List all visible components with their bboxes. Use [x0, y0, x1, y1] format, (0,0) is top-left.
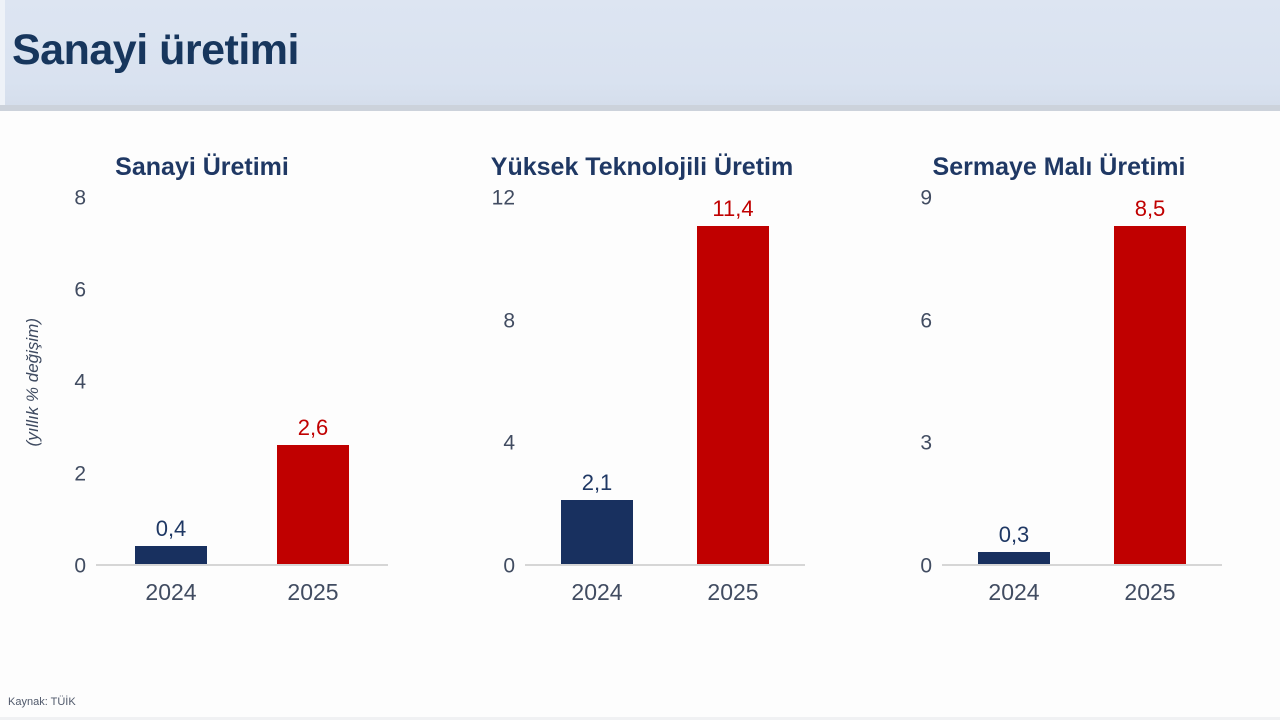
chart-title: Sermaye Malı Üretimi: [932, 153, 1186, 181]
y-tick-label: 8: [74, 186, 86, 210]
bar-value-label: 11,4: [712, 196, 754, 221]
x-axis: 2024 2025: [525, 579, 805, 606]
y-tick-label: 0: [920, 554, 932, 578]
x-tick-label: 2024: [988, 579, 1040, 605]
x-tick-label: 2024: [571, 579, 623, 605]
y-tick-label: 12: [491, 186, 515, 210]
y-tick-label: 6: [920, 309, 932, 333]
source-note: Kaynak: TÜİK: [8, 696, 76, 708]
y-axis: 0 2 4 6 8: [50, 188, 96, 577]
x-tick-label: 2024: [145, 579, 197, 605]
chart-yuksek-teknolojili-uretim: Yüksek Teknolojili Üretim 0 4 8 12 2,1 11,4 …: [479, 153, 805, 606]
chart-title: Yüksek Teknolojili Üretim: [490, 153, 794, 181]
bar-2024: [135, 545, 207, 564]
plot-area: 0,3 8,5 2024 2025: [942, 198, 1222, 606]
chart-body: 0 4 8 12 2,1 11,4 2024 2025: [479, 188, 805, 606]
bar-2025: [277, 445, 349, 564]
chart-sanayi-uretimi: Sanayi Üretimi (yıllık % değişim) 0 2 4 6 8 …: [16, 153, 388, 606]
y-tick-label: 6: [74, 278, 86, 302]
bar-2024: [561, 499, 633, 564]
bar-column: 8,5: [1082, 198, 1218, 564]
x-axis: 2024 2025: [96, 579, 388, 606]
bar-value-label: 2,1: [581, 469, 613, 495]
y-tick-label: 8: [503, 309, 515, 333]
plot-area: 0,4 2,6 2024 2025: [96, 198, 388, 606]
x-axis: 2024 2025: [942, 579, 1222, 606]
bars-area: 0,4 2,6: [96, 198, 388, 566]
y-tick-label: 3: [920, 431, 932, 455]
plot-area: 2,1 11,4 2024 2025: [525, 198, 805, 606]
x-tick-label: 2025: [287, 579, 339, 605]
y-tick-label: 4: [74, 370, 86, 394]
bar-column: 2,1: [529, 198, 665, 564]
charts-row: Sanayi Üretimi (yıllık % değişim) 0 2 4 6 8 …: [0, 111, 1280, 606]
y-tick-label: 4: [503, 431, 515, 455]
chart-body: (yıllık % değişim) 0 2 4 6 8 0,4 2,6 2024 2025: [16, 188, 388, 606]
page-header: Sanayi üretimi: [0, 0, 1280, 111]
bar-2024: [978, 551, 1050, 564]
bar-column: 2,6: [242, 198, 384, 564]
x-tick-label: 2025: [707, 579, 759, 605]
x-tick-label: 2025: [1124, 579, 1176, 605]
chart-body: 0 3 6 9 0,3 8,5 2024 2025: [896, 188, 1222, 606]
y-axis: 0 4 8 12: [479, 188, 525, 577]
y-axis-label-column: (yıllık % değişim): [16, 198, 50, 566]
bar-value-label: 0,4: [155, 515, 187, 541]
y-tick-label: 2: [74, 462, 86, 486]
bars-area: 0,3 8,5: [942, 198, 1222, 566]
bar-column: 11,4: [665, 198, 801, 564]
y-tick-label: 0: [503, 554, 515, 578]
bars-area: 2,1 11,4: [525, 198, 805, 566]
y-tick-label: 9: [920, 186, 932, 210]
bar-column: 0,4: [100, 198, 242, 564]
page-title: Sanayi üretimi: [12, 26, 299, 74]
bar-column: 0,3: [946, 198, 1082, 564]
bar-value-label: 2,6: [297, 415, 329, 441]
bar-value-label: 0,3: [998, 521, 1030, 547]
chart-title: Sanayi Üretimi: [115, 153, 289, 181]
bar-value-label: 8,5: [1134, 196, 1166, 221]
bar-2025: [697, 226, 769, 564]
y-axis-label: (yıllık % değişim): [23, 317, 42, 447]
bar-2025: [1114, 226, 1186, 564]
y-axis: 0 3 6 9: [896, 188, 942, 577]
y-tick-label: 0: [74, 554, 86, 578]
